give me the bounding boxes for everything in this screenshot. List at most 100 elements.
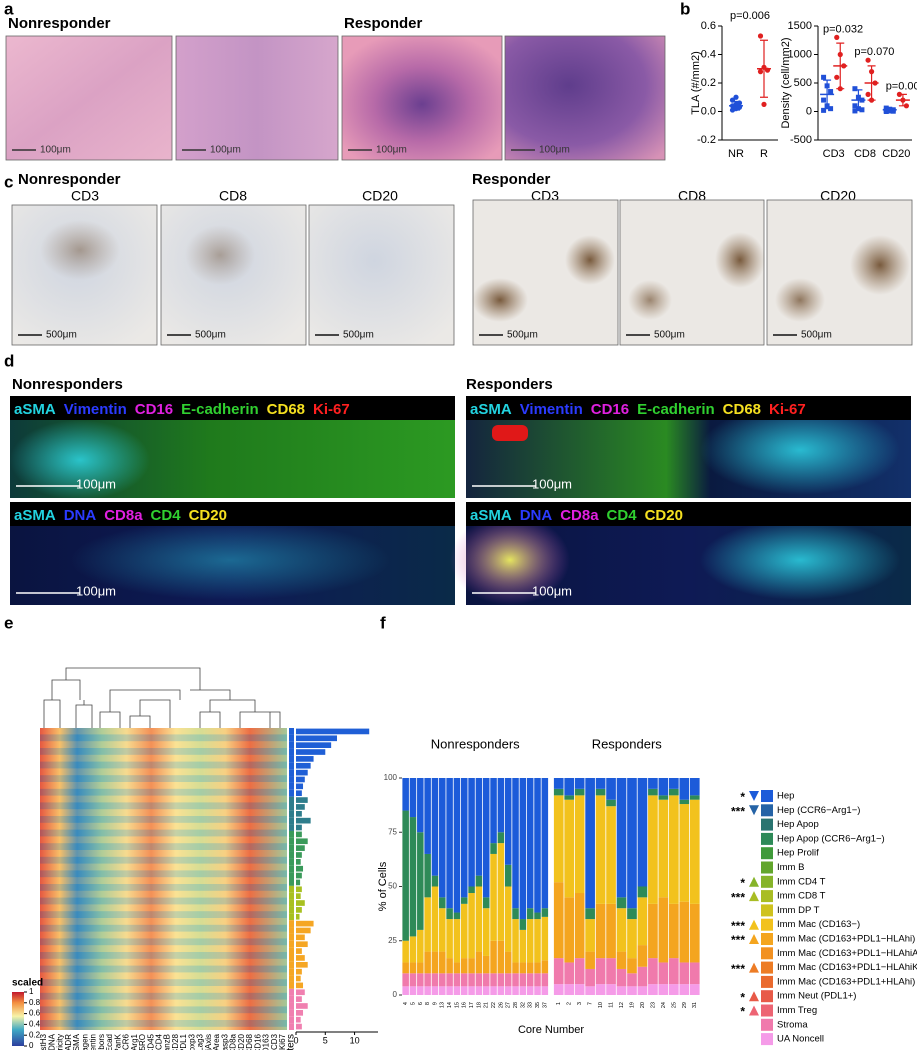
column-label: MajAxis <box>204 1034 213 1050</box>
bar-segment <box>541 960 549 974</box>
bar-segment <box>637 966 648 987</box>
column-label: Collagen <box>80 1034 89 1050</box>
point <box>821 97 827 103</box>
bar-segment <box>453 973 461 987</box>
bar-segment <box>541 916 549 961</box>
x-tick-label: 12 <box>619 1002 625 1008</box>
bar-segment <box>553 795 564 883</box>
bar-segment <box>669 958 679 985</box>
scale-label: 500μm <box>343 330 374 341</box>
cluster-swatch <box>289 1023 294 1030</box>
bar <box>296 865 304 872</box>
bar <box>296 776 305 783</box>
x-tick-label: 27 <box>506 1002 512 1008</box>
cluster-swatch <box>289 940 294 948</box>
cluster-swatch <box>289 947 294 955</box>
legend-swatch <box>761 861 773 874</box>
x-tick-label: 29 <box>682 1002 688 1008</box>
bar-segment <box>402 962 409 974</box>
cluster-swatch <box>289 789 294 797</box>
scale-label: 100μm <box>539 145 570 156</box>
bar-segment <box>490 853 497 941</box>
bar <box>296 804 305 810</box>
column-label: CD20 <box>237 1033 246 1050</box>
panel-label: e <box>4 613 13 632</box>
bar <box>296 838 308 845</box>
bar-segment <box>534 778 541 913</box>
cluster-swatch <box>289 899 294 907</box>
cluster-swatch <box>289 810 294 818</box>
column-label: CD4 <box>154 1033 163 1050</box>
stain-label: Ki-67 <box>769 401 806 418</box>
bar-segment <box>595 984 606 995</box>
error-bar <box>898 93 907 107</box>
legend-swatch <box>761 890 773 903</box>
significance: *** <box>731 890 745 904</box>
legend-swatch <box>761 1004 773 1017</box>
stain-label: CD4 <box>607 507 638 524</box>
bar-segment <box>616 951 627 969</box>
bar <box>296 1003 308 1009</box>
legend-label: Imm DP T <box>777 905 820 916</box>
scale-label: 500μm <box>654 330 685 341</box>
column-label: CD28 <box>171 1033 180 1050</box>
bar-segment <box>689 962 700 985</box>
bar-segment <box>564 897 575 963</box>
bar-segment <box>475 973 483 987</box>
bar <box>296 824 302 831</box>
point <box>865 57 871 63</box>
cluster-swatch <box>289 975 294 982</box>
bar-segment <box>526 908 534 920</box>
stain-label: aSMA <box>470 507 512 524</box>
cluster-swatch <box>289 728 294 735</box>
x-tick-label: 1 <box>556 1002 562 1005</box>
scale-label: 500μm <box>507 330 538 341</box>
x-tick-label: CD8 <box>854 148 876 160</box>
p-value: p=0.006 <box>730 10 770 22</box>
bar <box>296 783 304 790</box>
x-tick-label: 9 <box>432 1002 438 1005</box>
significance: *** <box>731 962 745 976</box>
column-label: Eccentricity <box>56 1034 65 1050</box>
stain-label: E-cadherin <box>637 401 715 418</box>
colorbar-title: scaled <box>12 978 43 989</box>
bar-segment <box>669 984 679 995</box>
y-tick-label: 100 <box>384 773 398 782</box>
legend-label: Imm Mac (CD163−) <box>777 919 860 930</box>
legend-swatch <box>761 832 773 845</box>
bar-segment <box>439 778 446 898</box>
legend-swatch <box>761 818 773 831</box>
bar-segment <box>564 799 575 898</box>
bar-segment <box>482 778 490 898</box>
bar <box>296 735 337 742</box>
point <box>865 91 871 97</box>
bar-segment <box>431 886 439 952</box>
bar-segment <box>606 799 616 807</box>
label-band <box>10 502 455 526</box>
bar-segment <box>679 804 690 902</box>
bar-segment <box>402 940 409 963</box>
x-tick-label: 28 <box>513 1002 519 1008</box>
bar <box>296 934 305 941</box>
bar-segment <box>475 778 483 876</box>
bar-segment <box>512 986 519 995</box>
stain <box>700 405 900 495</box>
micrograph <box>341 35 503 161</box>
bar <box>296 948 302 954</box>
legend-label: Hep Prolif <box>777 848 819 859</box>
stain-label: DNA <box>64 507 97 524</box>
bar-segment <box>461 903 468 959</box>
bar-segment <box>461 897 468 904</box>
group-title: Nonresponder <box>8 15 111 32</box>
p-value: p=0.003 <box>886 80 917 92</box>
point <box>834 74 840 80</box>
bar-segment <box>669 795 679 904</box>
legend-swatch <box>761 904 773 917</box>
cluster-swatch <box>289 995 294 1003</box>
column-label: CD8a <box>229 1033 238 1050</box>
bar-segment <box>417 778 424 833</box>
bar-segment <box>658 962 669 985</box>
cluster-swatch <box>289 906 294 914</box>
bar-segment <box>468 958 475 974</box>
bar-segment <box>606 806 616 904</box>
